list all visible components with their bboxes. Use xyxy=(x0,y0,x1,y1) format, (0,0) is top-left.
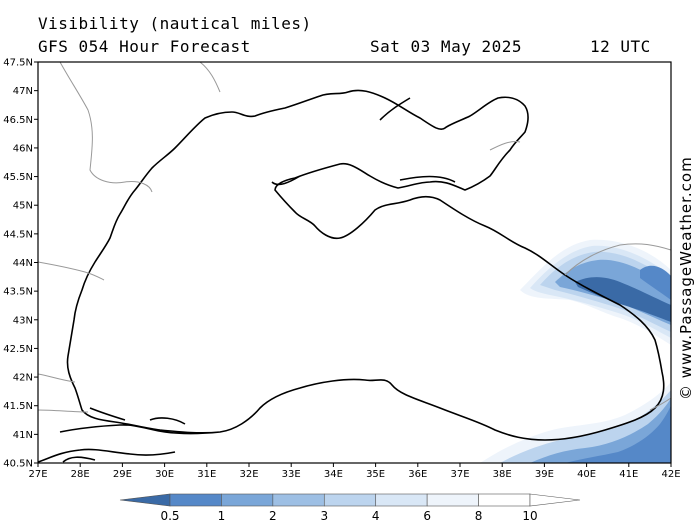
legend-label: 6 xyxy=(423,509,431,523)
lon-tick-label: 36E xyxy=(408,469,427,480)
legend-swatch xyxy=(169,493,222,507)
country-borders xyxy=(38,62,671,413)
lon-tick-label: 37E xyxy=(450,469,469,480)
lat-tick-label: 44.5N xyxy=(3,229,33,240)
lon-tick-label: 29E xyxy=(113,469,132,480)
legend-swatch xyxy=(426,493,479,507)
lon-tick-label: 27E xyxy=(28,469,47,480)
legend-label: 3 xyxy=(320,509,328,523)
lon-tick-label: 28E xyxy=(71,469,90,480)
legend-label: 8 xyxy=(475,509,483,523)
legend-swatch xyxy=(478,493,531,507)
legend-label: 2 xyxy=(269,509,277,523)
lat-tick-label: 47N xyxy=(13,86,33,97)
lon-tick-label: 39E xyxy=(535,469,554,480)
legend-low-triangle xyxy=(119,493,171,507)
lat-tick-label: 46N xyxy=(13,143,33,154)
legend-high-triangle xyxy=(529,493,581,507)
legend-label: 0.5 xyxy=(160,509,179,523)
legend-swatch xyxy=(375,493,428,507)
lat-tick-label: 46.5N xyxy=(3,115,33,126)
forecast-time: 12 UTC xyxy=(590,37,651,56)
lat-tick-label: 45.5N xyxy=(3,172,33,183)
legend-label: 1 xyxy=(218,509,226,523)
lat-tick-label: 43.5N xyxy=(3,287,33,298)
map-title: Visibility (nautical miles) xyxy=(38,14,312,33)
visibility-shading xyxy=(480,239,671,463)
legend-swatch xyxy=(323,493,377,507)
lat-tick-label: 43N xyxy=(13,315,33,326)
visibility-legend: 0.5 1 2 3 4 6 8 10 xyxy=(119,493,581,523)
lat-tick-label: 40.5N xyxy=(3,459,33,470)
lon-tick-label: 32E xyxy=(239,469,258,480)
coastline xyxy=(38,89,665,463)
forecast-subtitle: GFS 054 Hour Forecast xyxy=(38,37,251,56)
legend-label: 10 xyxy=(522,509,537,523)
lat-tick-label: 41N xyxy=(13,430,33,441)
lat-tick-label: 42N xyxy=(13,373,33,384)
lon-tick-label: 31E xyxy=(197,469,216,480)
visibility-zone-0-5nm xyxy=(575,277,671,322)
lat-tick-label: 44N xyxy=(13,258,33,269)
lon-tick-label: 38E xyxy=(493,469,512,480)
lon-tick-label: 40E xyxy=(577,469,596,480)
watermark-text: © www.PassageWeather.com xyxy=(677,156,695,400)
lat-tick-label: 47.5N xyxy=(3,58,33,69)
latitude-axis: 47.5N 47N 46.5N 46N 45.5N 45N 44.5N 44N 43.5N 43N… xyxy=(3,58,38,470)
visibility-zone-1nm xyxy=(640,265,671,300)
lat-tick-label: 41.5N xyxy=(3,401,33,412)
forecast-date: Sat 03 May 2025 xyxy=(370,37,522,56)
lat-tick-label: 42.5N xyxy=(3,344,33,355)
legend-swatch xyxy=(272,493,325,507)
lon-tick-label: 41E xyxy=(619,469,638,480)
lon-tick-label: 35E xyxy=(366,469,385,480)
lon-tick-label: 34E xyxy=(324,469,343,480)
lat-tick-label: 45N xyxy=(13,201,33,212)
lon-tick-label: 33E xyxy=(282,469,301,480)
lon-tick-label: 42E xyxy=(661,469,680,480)
longitude-axis: 27E 28E 29E 30E 31E 32E 33E 34E 35E 36E 37E 38E 39E 4… xyxy=(28,463,681,480)
lon-tick-label: 30E xyxy=(155,469,174,480)
visibility-zone-south-1nm xyxy=(565,405,671,463)
legend-swatch xyxy=(221,493,274,507)
legend-label: 4 xyxy=(372,509,380,523)
